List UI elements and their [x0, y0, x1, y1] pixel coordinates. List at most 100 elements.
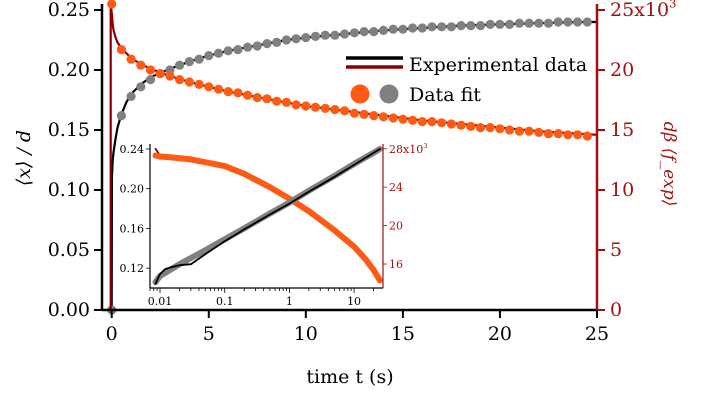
series-4-point: [281, 97, 291, 107]
series-2-point: [437, 22, 447, 32]
inset-axes: 0.01 0.1 1 10 0.12 0.16 0.20 0.24 16 20 24 28x103: [120, 142, 428, 308]
y-right-tick-label: 5: [610, 239, 622, 261]
series-4-point: [408, 115, 418, 125]
inset-y-right-tick-label: 20: [389, 220, 403, 233]
series-2-point: [475, 21, 486, 31]
series-2-point: [233, 45, 243, 55]
x-tick-label: 10: [294, 323, 318, 345]
series-4-point: [272, 96, 282, 106]
inset-y-right-tick-label: 28x103: [389, 142, 427, 156]
series-4-point: [485, 123, 495, 133]
series-2-point: [204, 51, 214, 61]
series-2-point: [446, 22, 456, 32]
series-4-point: [524, 126, 534, 136]
legend-label: Data fit: [409, 84, 481, 106]
y-left-tick-label: 0.15: [48, 119, 90, 141]
series-4-point: [543, 129, 554, 139]
series-4-point: [495, 124, 505, 134]
series-4-point: [446, 119, 456, 129]
series-4-point: [145, 65, 156, 75]
series-2-point: [272, 37, 282, 48]
main-series-group: [107, 0, 598, 315]
x-tick-label: 25: [585, 323, 609, 345]
series-4-point: [534, 127, 544, 137]
y-left-tick-label: 0.05: [48, 239, 90, 261]
series-2-point: [408, 23, 418, 33]
inset-x-tick-label: 1: [286, 295, 293, 308]
y-left-tick-label: 0.00: [48, 299, 90, 321]
series-4-point: [369, 111, 379, 121]
series-2-point: [175, 60, 185, 70]
series-4-point: [301, 101, 311, 111]
y-right-tick-label: 15: [610, 119, 634, 141]
series-2-point: [495, 19, 505, 29]
series-4-point: [116, 45, 126, 55]
series-2-point: [126, 91, 136, 101]
legend: Experimental data Data fit: [346, 54, 587, 106]
series-4-point: [310, 102, 321, 112]
series-4-point: [553, 129, 563, 139]
inset-series-4-line: [154, 148, 381, 285]
series-4-point: [243, 90, 253, 100]
series-2-point: [417, 23, 427, 33]
series-4-point: [320, 103, 330, 113]
inset-y-left-tick-label: 0.24: [120, 143, 145, 156]
series-2-point: [553, 17, 563, 27]
series-2-point: [524, 18, 534, 28]
series-4-point: [330, 105, 340, 115]
series-4-point: [213, 84, 224, 94]
series-2-point: [505, 19, 515, 29]
series-4-point: [505, 125, 515, 135]
series-2-point: [573, 17, 583, 27]
series-2-point: [534, 18, 544, 28]
y-left-tick-label: 0.20: [48, 59, 90, 81]
inset-y-right-tick-label: 24: [389, 181, 403, 194]
series-2-point: [378, 25, 389, 35]
series-4-point: [136, 60, 146, 70]
series-2-point: [563, 17, 573, 27]
y-right-tick-label: 10: [610, 179, 634, 201]
series-2-point: [194, 54, 204, 64]
y-right-tick-label: 20: [610, 59, 634, 81]
series-2-point: [291, 34, 301, 44]
series-4-point: [359, 109, 369, 119]
series-2-point: [281, 35, 291, 45]
series-2-point: [310, 31, 321, 41]
legend-marker-orange: [350, 84, 370, 104]
inset-y-left-tick-label: 0.16: [120, 222, 145, 235]
series-2-point: [301, 33, 311, 43]
series-2-point: [136, 82, 146, 92]
series-4-point: [573, 130, 583, 140]
series-2-point: [320, 30, 330, 40]
series-2-point: [223, 46, 233, 56]
series-4-point: [349, 108, 359, 118]
series-2-point: [456, 21, 466, 31]
series-4-point: [126, 54, 136, 64]
x-tick-label: 20: [488, 323, 512, 345]
series-2-point: [398, 24, 408, 34]
series-2-point: [466, 21, 476, 31]
inset-x-tick-label: 10: [347, 295, 361, 308]
series-2-point: [116, 111, 126, 121]
series-4-point: [514, 126, 525, 136]
inset-x-tick-label: 0.01: [148, 295, 173, 308]
series-4-point: [378, 112, 389, 122]
series-2-point: [349, 28, 359, 38]
series-4-point: [175, 75, 185, 85]
series-4-point: [107, 0, 117, 9]
series-2-point: [145, 75, 156, 85]
series-4-point: [262, 94, 272, 104]
inset-series-group: [152, 146, 383, 285]
series-2-point: [243, 42, 253, 52]
series-2-point: [369, 27, 379, 37]
series-2-point: [252, 41, 262, 51]
y-left-tick-label: 0.25: [48, 0, 90, 21]
series-4-point: [466, 121, 476, 131]
series-2-point: [340, 29, 350, 39]
series-4-point: [194, 79, 204, 89]
inset-x-tick-label: 0.1: [216, 295, 234, 308]
series-4-point: [252, 93, 262, 103]
series-4-point: [456, 120, 466, 130]
series-4-point: [427, 117, 437, 127]
y-right-tick-label: 0: [610, 299, 622, 321]
